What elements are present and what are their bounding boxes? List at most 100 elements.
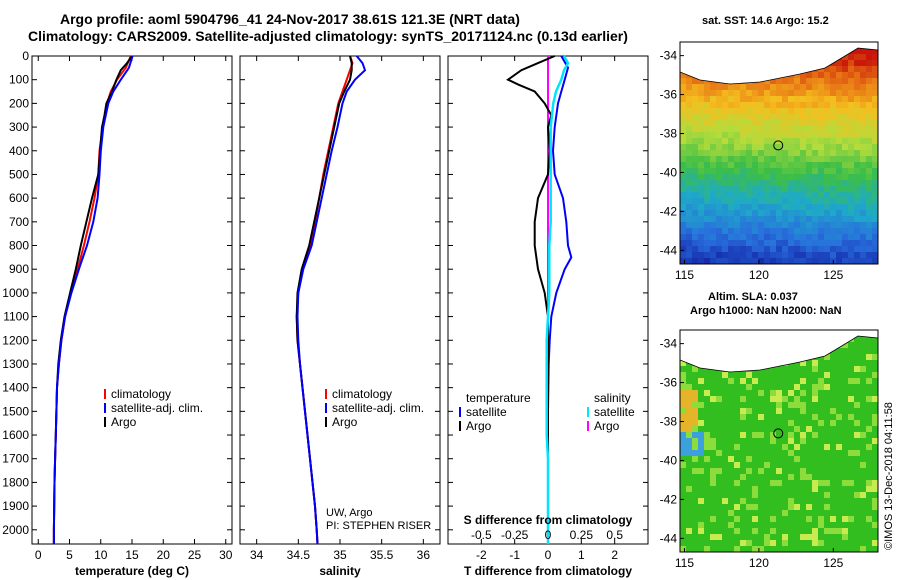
map-cell bbox=[704, 84, 710, 90]
map-cell bbox=[860, 528, 866, 534]
map-x-tick-label: 120 bbox=[749, 268, 769, 282]
map-cell bbox=[830, 78, 836, 84]
map-cell bbox=[860, 162, 866, 168]
map-cell bbox=[818, 540, 824, 546]
map-cell bbox=[734, 198, 740, 204]
map-cell bbox=[794, 186, 800, 192]
map-cell bbox=[686, 132, 692, 138]
map-cell bbox=[758, 240, 764, 246]
map-cell bbox=[728, 510, 734, 516]
title-line-2: Climatology: CARS2009. Satellite-adjuste… bbox=[28, 28, 628, 44]
map-cell bbox=[860, 192, 866, 198]
map-cell bbox=[776, 126, 782, 132]
map-cell bbox=[758, 198, 764, 204]
map-cell bbox=[812, 258, 818, 264]
map-cell bbox=[866, 348, 872, 354]
map-cell bbox=[848, 102, 854, 108]
map-cell bbox=[782, 390, 788, 396]
map-cell bbox=[692, 504, 698, 510]
map-cell bbox=[734, 474, 740, 480]
map-cell bbox=[782, 492, 788, 498]
map-cell bbox=[860, 360, 866, 366]
map-cell bbox=[710, 96, 716, 102]
map-cell bbox=[842, 138, 848, 144]
map-cell bbox=[806, 396, 812, 402]
map-cell bbox=[776, 402, 782, 408]
map-cell bbox=[758, 228, 764, 234]
map-cell bbox=[806, 90, 812, 96]
map-cell bbox=[836, 366, 842, 372]
map-cell bbox=[806, 222, 812, 228]
map-cell bbox=[848, 246, 854, 252]
map-cell bbox=[848, 522, 854, 528]
map-cell bbox=[740, 198, 746, 204]
map-cell bbox=[842, 432, 848, 438]
map-cell bbox=[818, 438, 824, 444]
map-cell bbox=[824, 126, 830, 132]
map-cell bbox=[752, 144, 758, 150]
map-cell bbox=[824, 444, 830, 450]
map-cell bbox=[854, 228, 860, 234]
map-cell bbox=[728, 252, 734, 258]
map-cell bbox=[812, 198, 818, 204]
map-cell bbox=[770, 480, 776, 486]
map-cell bbox=[842, 480, 848, 486]
map-cell bbox=[740, 468, 746, 474]
map-cell bbox=[698, 204, 704, 210]
map-cell bbox=[860, 60, 866, 66]
map-cell bbox=[860, 102, 866, 108]
map-cell bbox=[770, 384, 776, 390]
map-cell bbox=[746, 456, 752, 462]
map-cell bbox=[788, 114, 794, 120]
map-cell bbox=[806, 492, 812, 498]
map-cell bbox=[758, 414, 764, 420]
map-cell bbox=[728, 114, 734, 120]
map-cell bbox=[818, 546, 824, 552]
map-cell bbox=[794, 426, 800, 432]
map-cell bbox=[866, 492, 872, 498]
map-cell bbox=[722, 468, 728, 474]
map-cell bbox=[818, 384, 824, 390]
map-cell bbox=[764, 234, 770, 240]
map-cell bbox=[728, 372, 734, 378]
map-cell bbox=[794, 138, 800, 144]
map-cell bbox=[758, 114, 764, 120]
map-cell bbox=[740, 90, 746, 96]
map-cell bbox=[854, 204, 860, 210]
map-cell bbox=[698, 222, 704, 228]
map-cell bbox=[770, 162, 776, 168]
map-cell bbox=[686, 546, 692, 552]
map-cell bbox=[872, 390, 878, 396]
map-cell bbox=[710, 114, 716, 120]
map-cell bbox=[782, 186, 788, 192]
map-cell bbox=[866, 120, 872, 126]
map-cell bbox=[740, 426, 746, 432]
map-cell bbox=[758, 216, 764, 222]
map-cell bbox=[836, 120, 842, 126]
map-cell bbox=[770, 498, 776, 504]
map-cell bbox=[794, 402, 800, 408]
map-cell bbox=[728, 378, 734, 384]
map-cell bbox=[830, 222, 836, 228]
map-cell bbox=[782, 168, 788, 174]
map-cell bbox=[746, 162, 752, 168]
map-cell bbox=[692, 258, 698, 264]
map-cell bbox=[716, 420, 722, 426]
map-cell bbox=[728, 396, 734, 402]
map-cell bbox=[782, 156, 788, 162]
map-cell bbox=[740, 174, 746, 180]
map-cell bbox=[692, 546, 698, 552]
map-cell bbox=[764, 228, 770, 234]
map-cell bbox=[758, 192, 764, 198]
map-cell bbox=[728, 84, 734, 90]
map-cell bbox=[704, 480, 710, 486]
map-cell bbox=[866, 456, 872, 462]
imos-stamp: ©IMOS 13-Dec-2018 04:11:58 bbox=[883, 402, 895, 550]
map-cell bbox=[758, 396, 764, 402]
map-cell bbox=[776, 522, 782, 528]
map-cell bbox=[782, 252, 788, 258]
map-cell bbox=[806, 216, 812, 222]
map-cell bbox=[704, 162, 710, 168]
map-cell bbox=[710, 138, 716, 144]
map-cell bbox=[848, 474, 854, 480]
